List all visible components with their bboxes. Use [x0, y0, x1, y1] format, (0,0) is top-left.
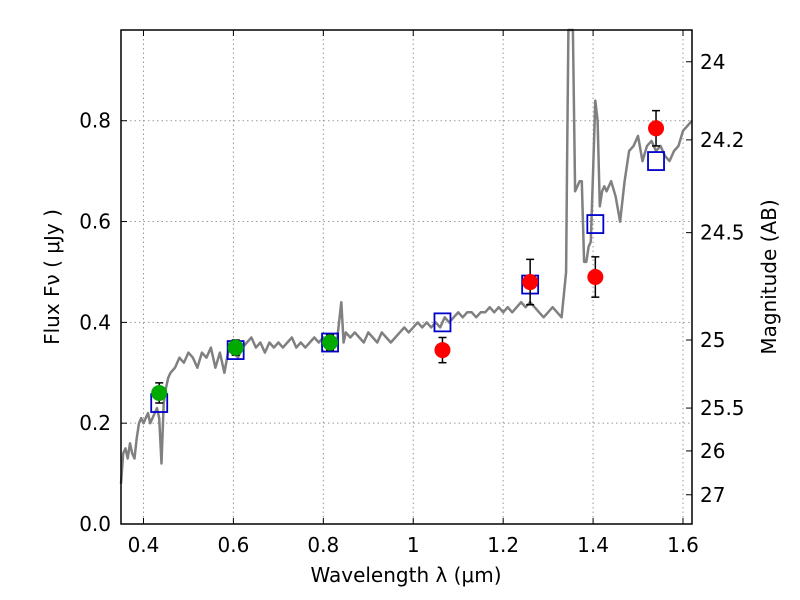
red-data-point	[587, 269, 604, 285]
y-tick-label: 0.8	[79, 109, 111, 133]
model-photometry-square	[647, 151, 665, 171]
right-tick-label: 25.5	[700, 396, 745, 420]
y-tick-label: 0.0	[79, 512, 111, 536]
model-photometry-square	[433, 312, 452, 333]
x-tick-label: 0.4	[128, 533, 160, 557]
right-tick-label: 24	[700, 50, 725, 74]
green-data-point	[227, 339, 244, 356]
y-tick-label: 0.6	[79, 210, 111, 234]
x-tick-label: 1.2	[487, 533, 519, 557]
x-axis-title: Wavelength λ (μm)	[310, 563, 501, 587]
right-tick-label: 27	[700, 483, 725, 507]
y-axis-title: Flux Fν ( μJy )	[40, 209, 64, 345]
model-spectrum-layer	[119, 28, 693, 484]
model-photometry-square	[586, 214, 605, 234]
x-tick-label: 0.8	[307, 533, 339, 557]
right-tick-label: 24.2	[700, 128, 745, 152]
x-tick-label: 1.4	[577, 533, 609, 557]
ticks: 0.4 0.6 0.8 1 1.2 1.4 1.6 0.0 0.2 0.4 0.6 0.8 24 24.2…	[79, 30, 745, 557]
y-tick-label: 0.4	[79, 310, 111, 334]
red-data-point	[648, 120, 665, 137]
red-data-point	[434, 342, 451, 359]
x-tick-label: 1.6	[667, 533, 699, 557]
observed-photometry-layer	[151, 109, 665, 404]
plot-background	[121, 30, 692, 524]
right-tick-label: 26	[700, 439, 725, 463]
red-data-point	[522, 274, 539, 291]
model-spectrum-line	[119, 28, 693, 484]
y-tick-label: 0.2	[79, 411, 111, 435]
plot-frame	[120, 29, 693, 525]
right-tick-label: 24.5	[700, 221, 745, 245]
green-data-point	[151, 384, 168, 401]
right-axis-title: Magnitude (AB)	[757, 199, 781, 354]
green-data-point	[322, 334, 339, 351]
x-tick-label: 1	[407, 533, 420, 557]
x-tick-label: 0.6	[217, 533, 249, 557]
right-tick-label: 25	[700, 328, 725, 352]
